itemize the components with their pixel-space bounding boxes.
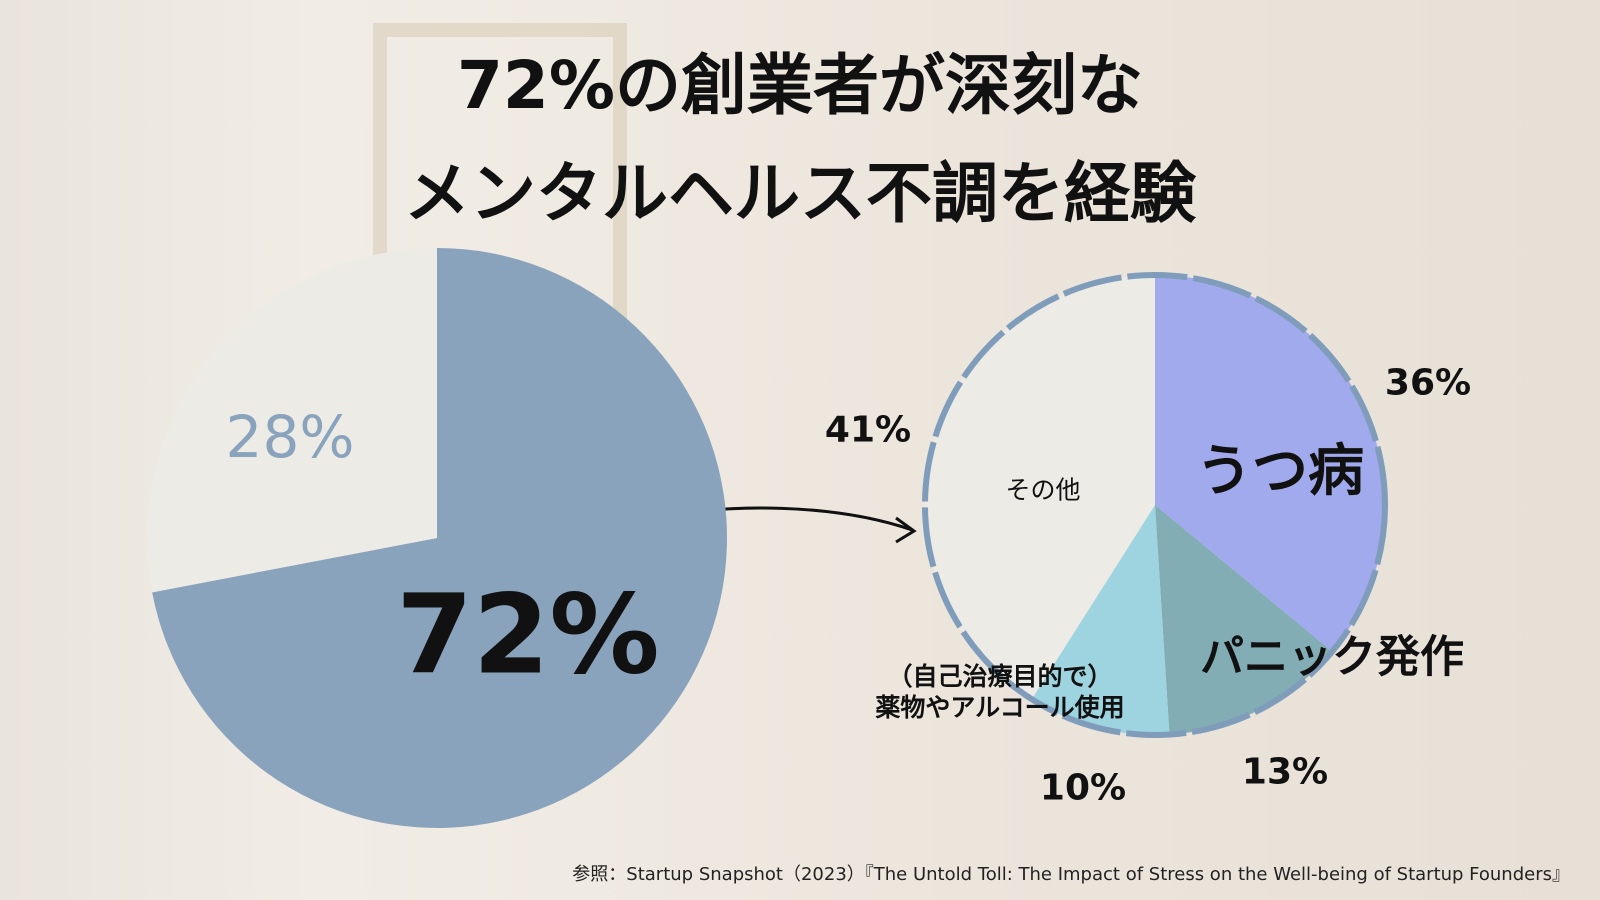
pie-slice (147, 248, 437, 593)
arrow-head (895, 516, 917, 544)
category-label: うつ病 (1196, 439, 1364, 504)
pie-slice (1155, 275, 1385, 652)
pie-border (922, 272, 1388, 738)
category-label: その他 (1005, 475, 1081, 505)
source: 参照：Startup Snapshot（2023）『The Untold Tol… (572, 864, 1570, 885)
title-line: メンタルヘルス不調を経験 (404, 155, 1196, 232)
value-label: 41% (824, 409, 912, 451)
pies (147, 248, 1388, 828)
value-label: 10% (1039, 767, 1127, 809)
value-label: 36% (1384, 362, 1472, 404)
value-label: 13% (1241, 751, 1329, 793)
pie-slice (1031, 505, 1170, 735)
pie-slice (925, 275, 1155, 700)
title-line: 72%の創業者が深刻な (457, 47, 1143, 124)
pie-slice (1155, 505, 1333, 735)
category-label: パニック発作 (1200, 631, 1464, 683)
category-label: （自己治療目的で） 薬物やアルコール使用 (875, 661, 1125, 722)
pie-slice (152, 248, 728, 828)
value-label: 72% (396, 570, 660, 699)
value-label: 28% (225, 402, 355, 471)
